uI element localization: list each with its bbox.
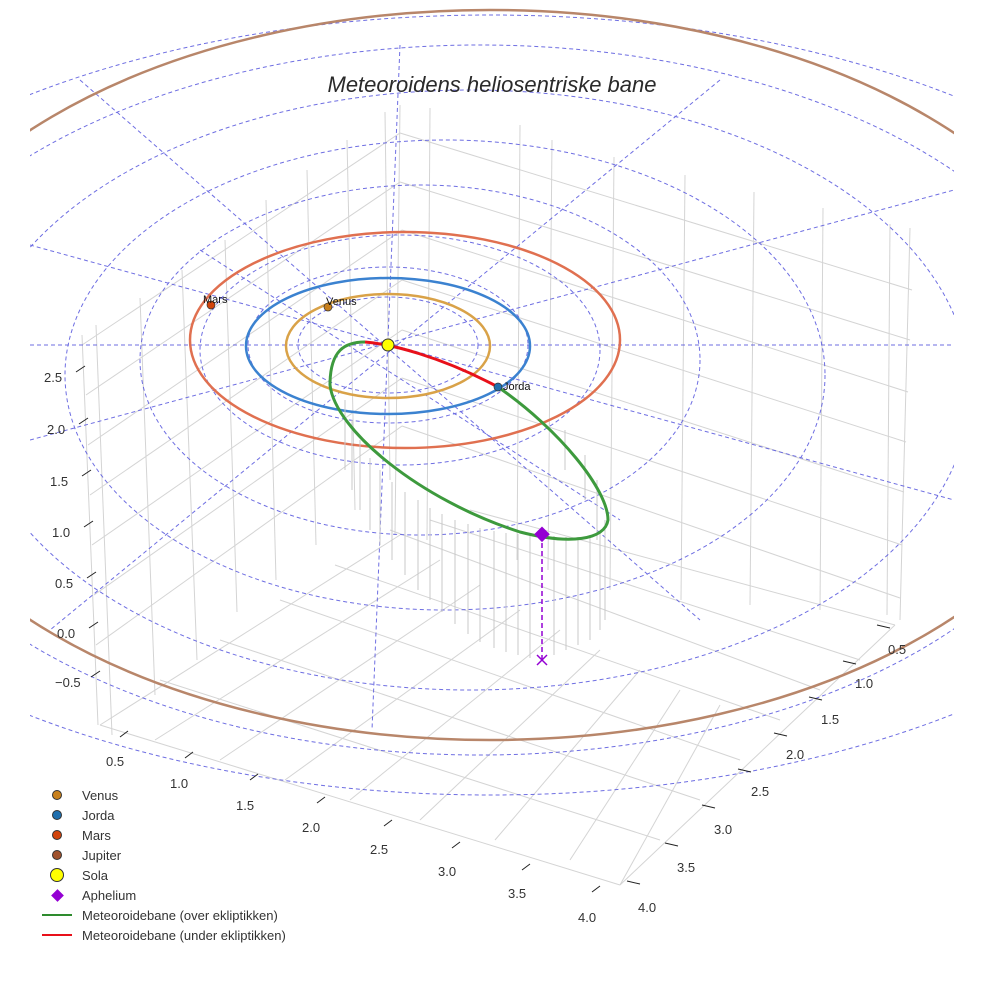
svg-text:0.5: 0.5: [55, 576, 73, 591]
legend-item-aphelium[interactable]: Aphelium: [38, 885, 286, 905]
jupiter-dot-icon: [52, 850, 62, 860]
box-grid: [81, 104, 913, 886]
drop-stems: [344, 400, 606, 658]
z-axis: 2.5 2.0 1.5 1.0 0.5 0.0 −0.5: [44, 365, 101, 690]
svg-text:1.0: 1.0: [170, 776, 188, 791]
svg-text:0.5: 0.5: [106, 754, 124, 769]
legend-item-jorda[interactable]: Jorda: [38, 805, 286, 825]
svg-text:1.0: 1.0: [855, 676, 873, 691]
jorda-label: Jorda: [503, 381, 531, 393]
svg-text:2.0: 2.0: [302, 820, 320, 835]
diamond-icon: [50, 888, 64, 902]
meteoroid-path-under: [364, 340, 499, 389]
legend-item-sola[interactable]: Sola: [38, 865, 286, 885]
sun-dot-icon: [50, 868, 64, 882]
svg-text:−0.5: −0.5: [55, 675, 81, 690]
svg-text:3.5: 3.5: [508, 886, 526, 901]
venus-dot-icon: [52, 790, 62, 800]
x-axis: 0.5 1.0 1.5 2.0 2.5 3.0 3.5 4.0: [106, 730, 601, 925]
jorda-dot-icon: [52, 810, 62, 820]
mars-dot-icon: [52, 830, 62, 840]
svg-text:0.0: 0.0: [57, 626, 75, 641]
svg-text:2.5: 2.5: [751, 784, 769, 799]
svg-text:0.5: 0.5: [888, 642, 906, 657]
svg-text:3.0: 3.0: [438, 864, 456, 879]
svg-text:3.0: 3.0: [714, 822, 732, 837]
legend-item-over[interactable]: Meteoroidebane (over ekliptikken): [38, 905, 286, 925]
mars-label: Mars: [203, 294, 228, 306]
svg-text:3.5: 3.5: [677, 860, 695, 875]
venus-label: Venus: [326, 296, 357, 308]
sun-marker[interactable]: [381, 338, 395, 352]
aphelion-marker[interactable]: [534, 526, 550, 543]
svg-text:2.5: 2.5: [370, 842, 388, 857]
legend-item-venus[interactable]: Venus: [38, 785, 286, 805]
svg-text:4.0: 4.0: [638, 900, 656, 915]
aphelion-projection-x-icon: [536, 654, 548, 666]
svg-text:4.0: 4.0: [578, 910, 596, 925]
svg-text:2.5: 2.5: [44, 370, 62, 385]
red-line-icon: [42, 934, 72, 936]
svg-text:2.0: 2.0: [786, 747, 804, 762]
venus-marker[interactable]: [323, 302, 333, 312]
legend-item-mars[interactable]: Mars: [38, 825, 286, 845]
chart-title: Meteoroidens heliosentriske bane: [327, 72, 657, 97]
y-axis: 0.5 1.0 1.5 2.0 2.5 3.0 3.5 4.0: [626, 624, 906, 915]
green-line-icon: [42, 914, 72, 916]
legend-item-jupiter[interactable]: Jupiter: [38, 845, 286, 865]
svg-text:1.5: 1.5: [821, 712, 839, 727]
ecliptic-grid: [30, 14, 954, 796]
legend-item-under[interactable]: Meteoroidebane (under ekliptikken): [38, 925, 286, 945]
jorda-marker[interactable]: [493, 382, 503, 392]
svg-text:1.5: 1.5: [236, 798, 254, 813]
legend: Venus Jorda Mars Jupiter Sola Aphelium M…: [38, 785, 286, 945]
mars-marker[interactable]: [206, 300, 216, 310]
svg-text:1.5: 1.5: [50, 474, 68, 489]
venus-orbit: [284, 292, 492, 400]
svg-text:2.0: 2.0: [47, 422, 65, 437]
jupiter-orbit: [30, 8, 954, 742]
svg-text:1.0: 1.0: [52, 525, 70, 540]
mars-orbit: [188, 230, 622, 450]
jorda-orbit: [244, 276, 532, 416]
meteoroid-path-over: [328, 340, 610, 541]
